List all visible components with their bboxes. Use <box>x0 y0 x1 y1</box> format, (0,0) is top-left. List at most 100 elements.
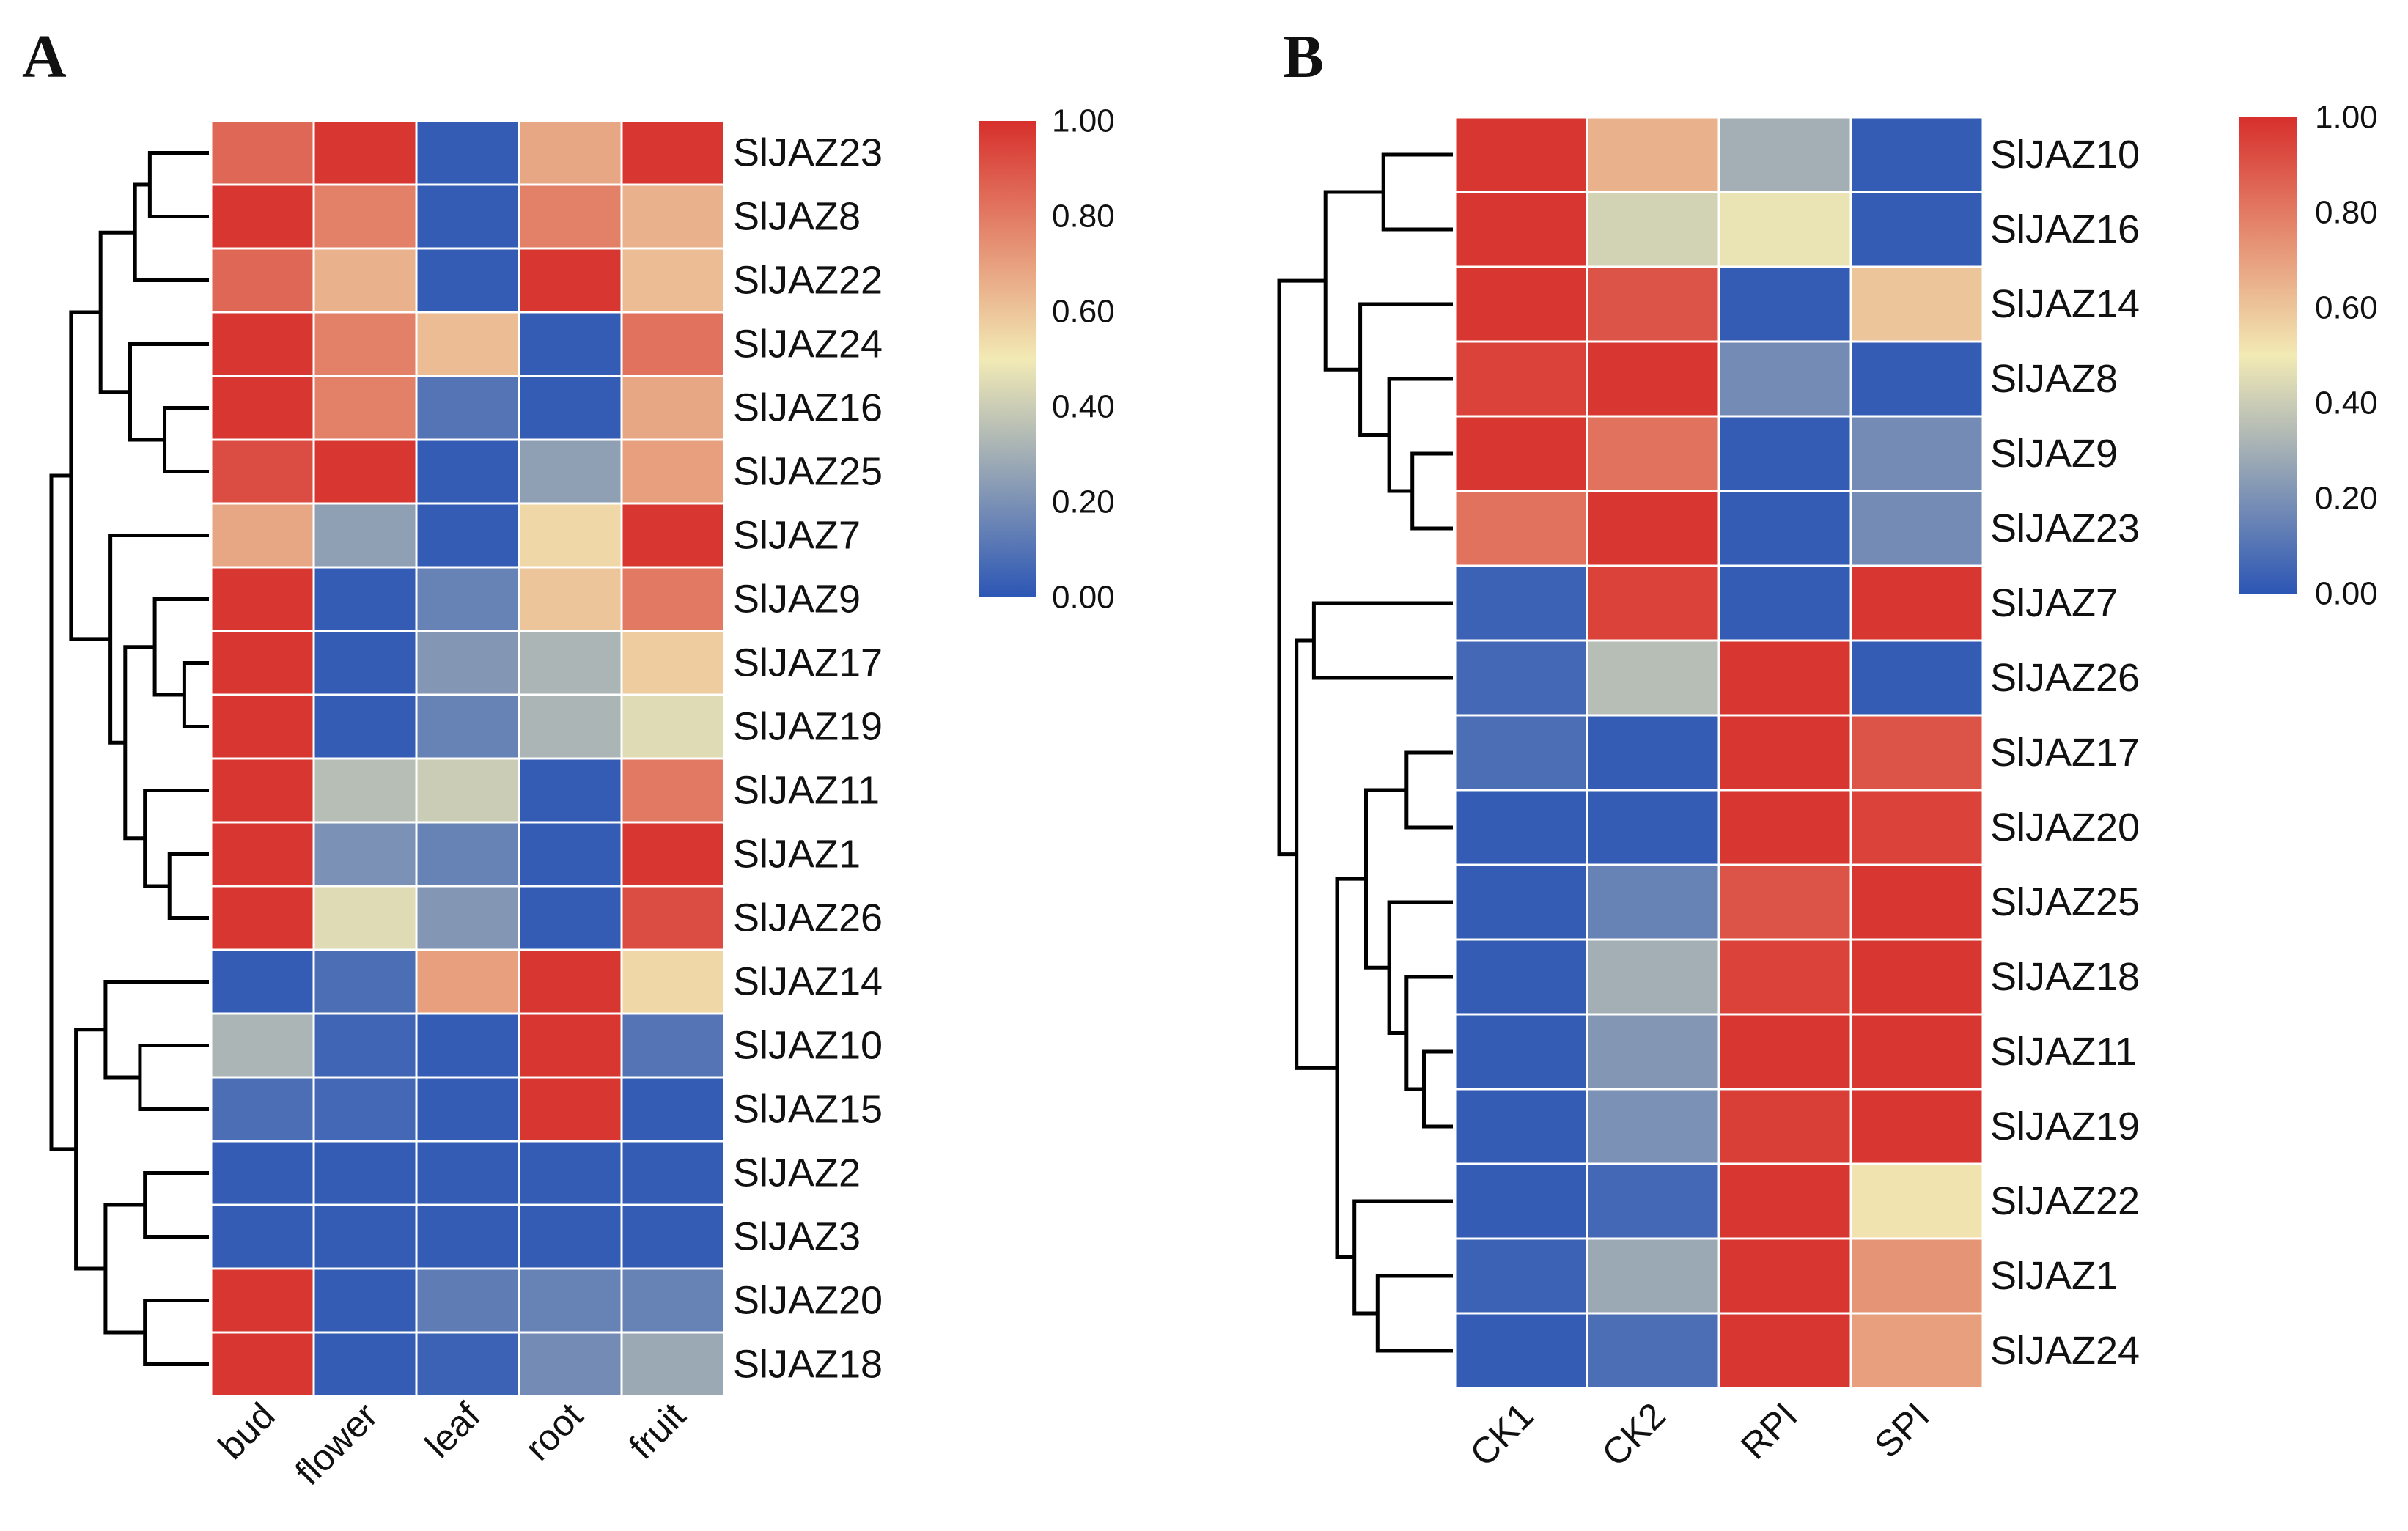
heatmap-cell-SlJAZ19-bud <box>210 693 315 760</box>
heatmap-cell-SlJAZ25-RPI <box>1717 863 1852 941</box>
row-label-SlJAZ24: SlJAZ24 <box>1990 1329 2140 1373</box>
heatmap-cell-SlJAZ11-bud <box>210 757 315 824</box>
heatmap-cell-SlJAZ7-fruit <box>620 502 726 569</box>
heatmap-cell-SlJAZ17-CK1 <box>1454 714 1588 792</box>
colorbar-tick-0.40: 0.40 <box>2315 385 2378 421</box>
heatmap-cell-SlJAZ9-flower <box>312 566 418 632</box>
panel-b-row-dendrogram <box>1277 152 1453 1353</box>
heatmap-cell-SlJAZ16-CK1 <box>1454 191 1588 268</box>
heatmap-cell-SlJAZ19-fruit <box>620 693 726 760</box>
heatmap-cell-SlJAZ26-CK1 <box>1454 639 1588 717</box>
heatmap-cell-SlJAZ14-RPI <box>1717 265 1852 343</box>
row-label-SlJAZ23: SlJAZ23 <box>1990 506 2140 550</box>
dendrogram-branch-9 <box>143 789 209 888</box>
heatmap-cell-SlJAZ8-CK2 <box>1586 340 1720 418</box>
heatmap-cell-SlJAZ1-CK1 <box>1454 1237 1588 1315</box>
row-label-SlJAZ18: SlJAZ18 <box>733 1343 883 1387</box>
heatmap-cell-SlJAZ9-RPI <box>1717 415 1852 492</box>
heatmap-cell-SlJAZ7-RPI <box>1717 564 1852 642</box>
heatmap-cell-SlJAZ24-CK1 <box>1454 1312 1588 1390</box>
colorbar-gradient <box>2239 117 2297 594</box>
row-label-SlJAZ26: SlJAZ26 <box>1990 656 2140 700</box>
heatmap-cell-SlJAZ3-flower <box>312 1203 418 1270</box>
heatmap-cell-SlJAZ14-root <box>518 948 623 1015</box>
heatmap-cell-SlJAZ16-SPI <box>1849 191 1984 268</box>
heatmap-cell-SlJAZ1-leaf <box>415 821 520 888</box>
heatmap-cell-SlJAZ1-root <box>518 821 623 888</box>
colorbar-tick-0.80: 0.80 <box>1052 199 1115 235</box>
heatmap-cell-SlJAZ8-RPI <box>1717 340 1852 418</box>
row-label-SlJAZ14: SlJAZ14 <box>1990 282 2140 326</box>
heatmap-cell-SlJAZ15-leaf <box>415 1076 520 1143</box>
heatmap-cell-SlJAZ19-root <box>518 693 623 760</box>
row-label-SlJAZ22: SlJAZ22 <box>1990 1179 2140 1223</box>
heatmap-cell-SlJAZ10-leaf <box>415 1012 520 1079</box>
heatmap-cell-SlJAZ24-bud <box>210 311 315 377</box>
dendrogram-branch-16 <box>143 1299 209 1366</box>
heatmap-cell-SlJAZ23-bud <box>210 119 315 186</box>
column-label-bud: bud <box>210 1395 283 1467</box>
heatmap-cell-SlJAZ16-RPI <box>1717 191 1852 268</box>
heatmap-cell-SlJAZ24-CK2 <box>1586 1312 1720 1390</box>
row-label-SlJAZ17: SlJAZ17 <box>733 641 883 685</box>
heatmap-cell-SlJAZ25-leaf <box>415 438 520 505</box>
panel-b-colorbar: 1.00 0.80 0.60 0.40 0.20 0.00 <box>2239 100 2378 612</box>
row-label-SlJAZ20: SlJAZ20 <box>1990 805 2140 849</box>
heatmap-cell-SlJAZ14-bud <box>210 948 315 1015</box>
row-label-SlJAZ9: SlJAZ9 <box>733 578 861 621</box>
heatmap-cell-SlJAZ22-SPI <box>1849 1162 1984 1240</box>
heatmap-cell-SlJAZ8-bud <box>210 183 315 250</box>
row-label-SlJAZ19: SlJAZ19 <box>1990 1104 2140 1148</box>
column-label-leaf: leaf <box>417 1395 488 1466</box>
heatmap-cell-SlJAZ14-leaf <box>415 948 520 1015</box>
heatmap-cell-SlJAZ15-root <box>518 1076 623 1143</box>
dendrogram-branch-13 <box>1352 1199 1453 1316</box>
dendrogram-branch-1 <box>147 151 209 218</box>
dendrogram-branch-10 <box>123 645 155 841</box>
heatmap-cell-SlJAZ22-fruit <box>620 247 726 314</box>
row-label-SlJAZ17: SlJAZ17 <box>1990 731 2140 775</box>
dendrogram-branch-8 <box>167 852 209 920</box>
heatmap-cell-SlJAZ17-flower <box>312 630 418 696</box>
row-label-SlJAZ25: SlJAZ25 <box>1990 880 2140 924</box>
heatmap-cell-SlJAZ16-bud <box>210 375 315 441</box>
heatmap-cell-SlJAZ26-fruit <box>620 885 726 951</box>
heatmap-cell-SlJAZ7-CK2 <box>1586 564 1720 642</box>
panel-b-column-labels: CK1 CK2 RPI SPI <box>1462 1395 1937 1474</box>
heatmap-cell-SlJAZ8-leaf <box>415 183 520 250</box>
panel-a-row-labels: SlJAZ23 SlJAZ8 SlJAZ22 SlJAZ24 SlJAZ16 SlJAZ2… <box>733 131 883 1387</box>
heatmap-cell-SlJAZ9-root <box>518 566 623 632</box>
colorbar-tick-0.00: 0.00 <box>1052 580 1115 616</box>
heatmap-cell-SlJAZ17-fruit <box>620 630 726 696</box>
heatmap-cell-SlJAZ11-fruit <box>620 757 726 824</box>
heatmap-cell-SlJAZ18-root <box>518 1331 623 1398</box>
heatmap-cell-SlJAZ10-CK1 <box>1454 116 1588 193</box>
heatmap-cell-SlJAZ2-bud <box>210 1140 315 1206</box>
heatmap-cell-SlJAZ24-flower <box>312 311 418 377</box>
row-label-SlJAZ1: SlJAZ1 <box>733 833 861 877</box>
heatmap-cell-SlJAZ10-bud <box>210 1012 315 1079</box>
heatmap-cell-SlJAZ18-bud <box>210 1331 315 1398</box>
dendrogram-branch-12 <box>69 310 111 641</box>
heatmap-cell-SlJAZ7-leaf <box>415 502 520 569</box>
dendrogram-branch-19 <box>49 473 76 1151</box>
heatmap-cell-SlJAZ18-CK1 <box>1454 938 1588 1016</box>
dendrogram-branch-4 <box>128 342 209 442</box>
colorbar-tick-1.00: 1.00 <box>1052 103 1115 139</box>
panel-a: A SlJAZ23SlJAZ8SlJAZ22SlJAZ24SlJAZ16SlJA… <box>22 23 1115 1493</box>
heatmap-cell-SlJAZ3-fruit <box>620 1203 726 1270</box>
dendrogram-branch-10 <box>1387 900 1453 1035</box>
colorbar-tick-0.80: 0.80 <box>2315 195 2378 231</box>
heatmap-cell-SlJAZ24-leaf <box>415 311 520 377</box>
heatmap-cell-SlJAZ20-root <box>518 1267 623 1334</box>
heatmap-cell-SlJAZ19-SPI <box>1849 1088 1984 1165</box>
heatmap-cell-SlJAZ3-bud <box>210 1203 315 1270</box>
row-label-SlJAZ9: SlJAZ9 <box>1990 432 2118 476</box>
dendrogram-branch-3 <box>1387 377 1453 493</box>
panel-b-heatmap-cells <box>1454 116 1984 1390</box>
heatmap-cell-SlJAZ17-SPI <box>1849 714 1984 792</box>
heatmap-cell-SlJAZ1-SPI <box>1849 1237 1984 1315</box>
heatmap-cell-SlJAZ17-leaf <box>415 630 520 696</box>
heatmap-cell-SlJAZ11-SPI <box>1849 1013 1984 1091</box>
